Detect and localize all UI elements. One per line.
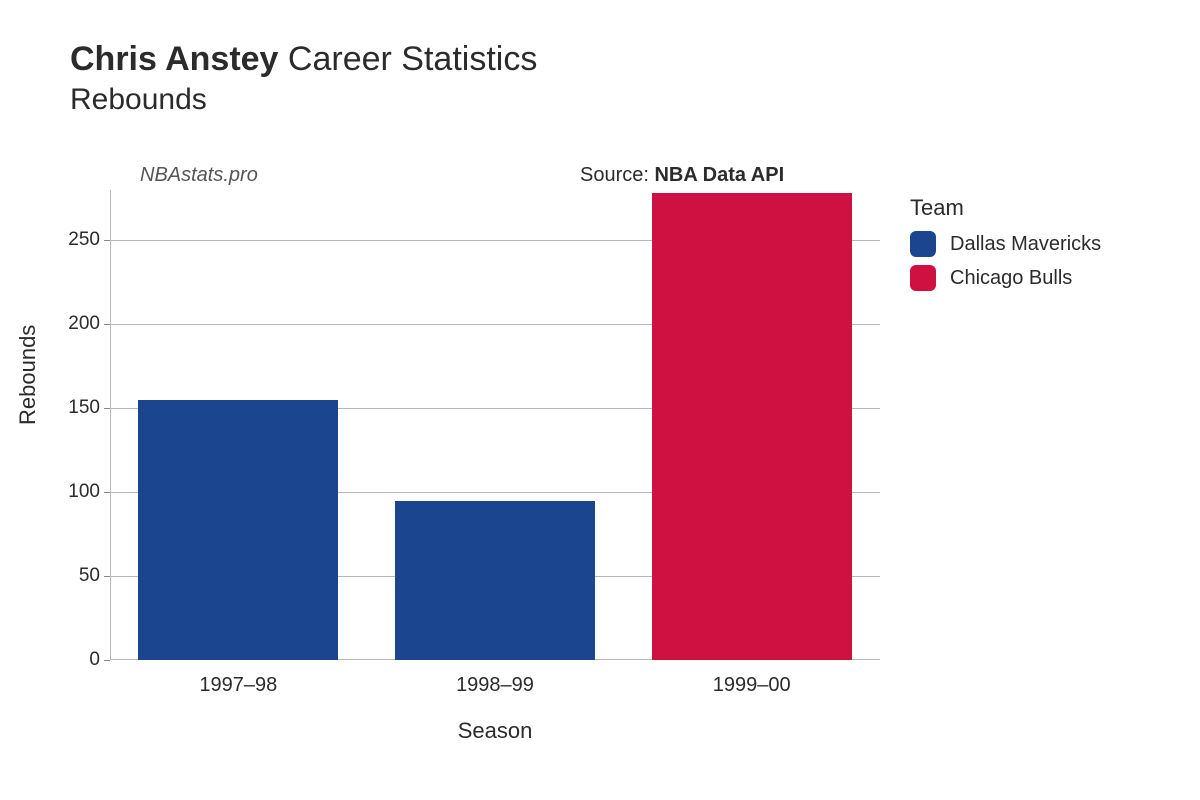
bar [138,400,338,660]
legend: Team Dallas Mavericks Chicago Bulls [910,195,1101,299]
x-axis-title: Season [458,718,533,744]
legend-label: Chicago Bulls [950,267,1072,290]
y-axis-line [110,190,111,660]
chart-canvas: Chris Anstey Career Statistics Rebounds … [0,0,1200,800]
legend-title: Team [910,195,1101,221]
legend-item: Chicago Bulls [910,265,1101,291]
y-tick-mark [104,240,110,241]
plot-area: 0501001502002501997–981998–991999–00 [110,190,880,660]
y-tick-mark [104,660,110,661]
y-tick-label: 100 [68,481,100,503]
y-tick-label: 0 [89,649,100,671]
bar [395,501,595,660]
y-axis-title: Rebounds [15,325,41,425]
source-name: NBA Data API [654,164,784,186]
source-prefix: Source: [580,164,654,186]
chart-title: Chris Anstey Career Statistics [70,40,537,79]
legend-swatch [910,231,936,257]
y-tick-label: 200 [68,313,100,335]
y-tick-label: 250 [68,229,100,251]
x-tick-label: 1999–00 [713,674,791,697]
source-text: Source: NBA Data API [580,164,784,187]
x-tick-label: 1997–98 [199,674,277,697]
legend-label: Dallas Mavericks [950,233,1101,256]
y-tick-mark [104,576,110,577]
title-suffix: Career Statistics [278,40,537,78]
x-tick-label: 1998–99 [456,674,534,697]
chart-subtitle: Rebounds [70,83,537,117]
player-name: Chris Anstey [70,40,278,78]
y-tick-label: 150 [68,397,100,419]
bar [652,193,852,660]
y-tick-mark [104,492,110,493]
legend-swatch [910,265,936,291]
chart-title-block: Chris Anstey Career Statistics Rebounds [70,40,537,117]
y-tick-mark [104,408,110,409]
y-tick-mark [104,324,110,325]
legend-item: Dallas Mavericks [910,231,1101,257]
watermark-text: NBAstats.pro [140,164,258,187]
y-tick-label: 50 [79,565,100,587]
